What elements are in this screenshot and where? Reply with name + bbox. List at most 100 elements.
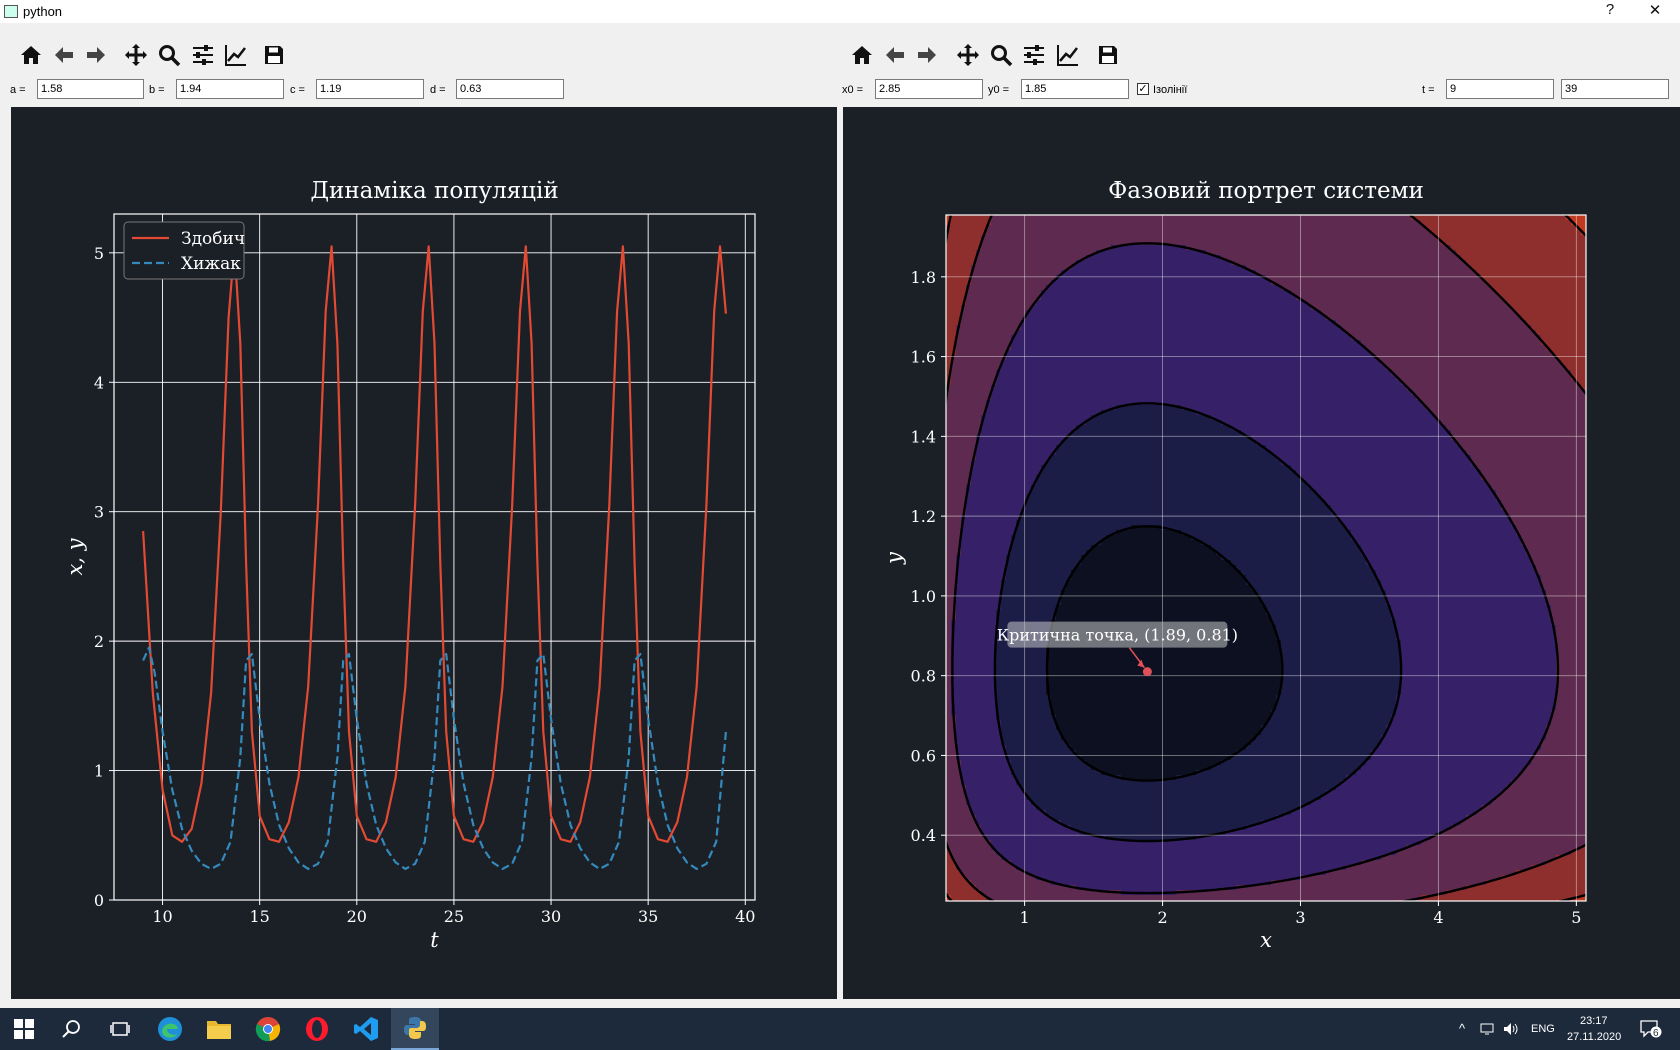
y-tick-label: 1.8	[911, 268, 936, 287]
c-input[interactable]	[316, 79, 424, 99]
notification-icon[interactable]	[1640, 1020, 1662, 1041]
vscode-icon[interactable]	[342, 1008, 390, 1050]
x-tick-label: 4	[1433, 908, 1443, 927]
forward-arrow-icon[interactable]	[81, 40, 111, 70]
zoom-icon[interactable]	[154, 40, 184, 70]
y-tick-label: 4	[94, 373, 104, 392]
y-tick-label: 5	[94, 244, 104, 263]
edit-axis-icon[interactable]	[221, 40, 251, 70]
volume-icon[interactable]	[1503, 1022, 1519, 1039]
task-view-icon[interactable]	[96, 1008, 144, 1050]
clock-date[interactable]: 27.11.2020	[1567, 1031, 1622, 1043]
phase-portrait-panel: 1 2 3 4 5 0.4 0.6 0.8 1.0 1.2 1.4 1.6 1.8 Фазовий пор…	[843, 107, 1680, 999]
chart-title: Динаміка популяцій	[310, 178, 558, 204]
x-tick-label: 3	[1295, 908, 1305, 927]
phase-portrait-chart[interactable]: 1 2 3 4 5 0.4 0.6 0.8 1.0 1.2 1.4 1.6 1.8 Фазовий пор…	[843, 107, 1680, 999]
y-axis-label: y	[882, 551, 906, 565]
plot-frame	[113, 213, 756, 901]
show-hidden-icons-icon[interactable]: ^	[1459, 1021, 1466, 1036]
x-tick-label: 40	[735, 907, 755, 926]
b-label: b =	[149, 84, 165, 96]
a-label: a =	[10, 84, 26, 96]
forward-arrow-icon[interactable]	[912, 40, 942, 70]
y-tick-label: 3	[94, 503, 104, 522]
isoline-2	[993, 402, 1403, 843]
t-label: t =	[1422, 84, 1435, 96]
back-arrow-icon[interactable]	[880, 40, 910, 70]
help-button[interactable]: ?	[1605, 1, 1615, 18]
file-explorer-icon[interactable]	[195, 1008, 243, 1050]
y-tick-label: 1.4	[911, 427, 936, 446]
x-tick-label: 30	[541, 907, 561, 926]
pan-icon[interactable]	[953, 40, 983, 70]
home-icon[interactable]	[16, 40, 46, 70]
x0-input[interactable]	[875, 79, 983, 99]
y0-input[interactable]	[1021, 79, 1129, 99]
isolines-checkbox[interactable]: ✓	[1137, 83, 1149, 95]
isolines-label: Ізолінії	[1153, 84, 1188, 96]
contour-field	[946, 215, 1586, 901]
y-tick-label: 1.0	[911, 587, 936, 606]
configure-subplots-icon[interactable]	[188, 40, 218, 70]
notification-count: 6	[1653, 1028, 1659, 1039]
series-line-2	[142, 646, 727, 871]
app-icon	[4, 5, 18, 18]
annotation-arrowhead	[1137, 659, 1145, 668]
save-icon[interactable]	[259, 40, 289, 70]
clock-time[interactable]: 23:17	[1580, 1015, 1608, 1027]
annotation-box	[1007, 621, 1228, 648]
x0-label: x0 =	[842, 84, 864, 96]
python-app-icon[interactable]	[391, 1008, 439, 1050]
t-end-input[interactable]	[1561, 79, 1669, 99]
save-icon[interactable]	[1093, 40, 1123, 70]
legend-entry: Хижак	[181, 254, 241, 274]
x-tick-label: 10	[152, 907, 172, 926]
c-label: c =	[290, 84, 305, 96]
x-axis-label: t	[430, 928, 439, 952]
x-tick-label: 25	[444, 907, 464, 926]
x-tick-label: 20	[347, 907, 367, 926]
taskbar: ^ ENG 23:17 27.11.2020 6	[0, 1008, 1680, 1050]
back-arrow-icon[interactable]	[49, 40, 79, 70]
pan-icon[interactable]	[121, 40, 151, 70]
language-indicator[interactable]: ENG	[1531, 1023, 1555, 1035]
isoline-3	[951, 242, 1560, 895]
legend-entry: Здобич	[181, 229, 245, 249]
opera-browser-icon[interactable]	[293, 1008, 341, 1050]
edge-browser-icon[interactable]	[146, 1008, 194, 1050]
critical-point-marker	[1142, 667, 1152, 677]
plot-frame	[945, 214, 1587, 902]
y-tick-label: 0.4	[911, 826, 936, 845]
windows-start-icon[interactable]	[0, 1008, 48, 1050]
y-tick-label: 1	[94, 762, 104, 781]
chart-title: Фазовий портрет системи	[1108, 178, 1424, 204]
chrome-browser-icon[interactable]	[244, 1008, 292, 1050]
configure-subplots-icon[interactable]	[1019, 40, 1049, 70]
x-tick-label: 35	[638, 907, 658, 926]
critical-point-label: Критична точка, (1.89, 0.81)	[997, 626, 1238, 645]
y-tick-label: 2	[94, 632, 104, 651]
y-tick-label: 1.2	[911, 507, 936, 526]
b-input[interactable]	[176, 79, 284, 99]
search-icon[interactable]	[48, 1008, 96, 1050]
population-dynamics-chart[interactable]: 10 15 20 25 30 35 40 0 1 2 3 4 5 Динаміка популяцій t x…	[11, 107, 837, 999]
home-icon[interactable]	[847, 40, 877, 70]
y-tick-label: 0.8	[911, 667, 936, 686]
y-tick-label: 1.6	[911, 348, 936, 367]
a-input[interactable]	[37, 79, 144, 99]
x-tick-label: 2	[1157, 908, 1167, 927]
network-icon[interactable]	[1480, 1022, 1496, 1039]
x-tick-label: 15	[250, 907, 270, 926]
d-label: d =	[430, 84, 446, 96]
window-titlebar: python ? ✕	[0, 0, 1680, 23]
legend: Здобич Хижак	[123, 221, 245, 280]
edit-axis-icon[interactable]	[1053, 40, 1083, 70]
population-dynamics-panel: 10 15 20 25 30 35 40 0 1 2 3 4 5 Динаміка популяцій t x…	[11, 107, 837, 999]
legend-frame	[123, 221, 245, 280]
close-button[interactable]: ✕	[1648, 2, 1662, 19]
series-line-1	[142, 245, 727, 843]
zoom-icon[interactable]	[986, 40, 1016, 70]
x-tick-label: 5	[1571, 908, 1581, 927]
d-input[interactable]	[456, 79, 564, 99]
t-start-input[interactable]	[1446, 79, 1554, 99]
